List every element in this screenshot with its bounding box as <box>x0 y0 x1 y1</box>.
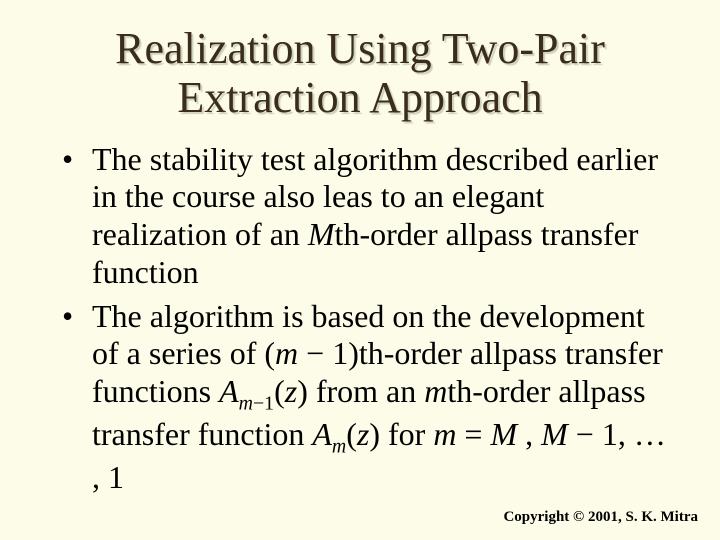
slide-body: The stability test algorithm described e… <box>0 123 720 497</box>
slide: Realization Using Two-Pair Extraction Ap… <box>0 0 720 540</box>
bullet-item: The stability test algorithm described e… <box>92 141 668 292</box>
math-A-m-minus-1-z: Am−1(z) <box>219 373 308 409</box>
bullet-text: from an <box>308 373 424 409</box>
title-line-2: Extraction Approach <box>177 73 542 122</box>
copyright-text: Copyright © 2001, S. K. Mitra <box>503 509 698 526</box>
math-A-m-z: Am(z) <box>312 416 380 452</box>
math-italic-M: M <box>308 216 335 252</box>
bullet-text: for <box>380 416 433 452</box>
slide-title: Realization Using Two-Pair Extraction Ap… <box>0 0 720 123</box>
bullet-item: The algorithm is based on the developmen… <box>92 298 668 497</box>
title-line-1: Realization Using Two-Pair <box>115 24 605 73</box>
math-italic-m: m <box>424 373 447 409</box>
math-m-minus-1: (m − 1) <box>264 335 358 371</box>
